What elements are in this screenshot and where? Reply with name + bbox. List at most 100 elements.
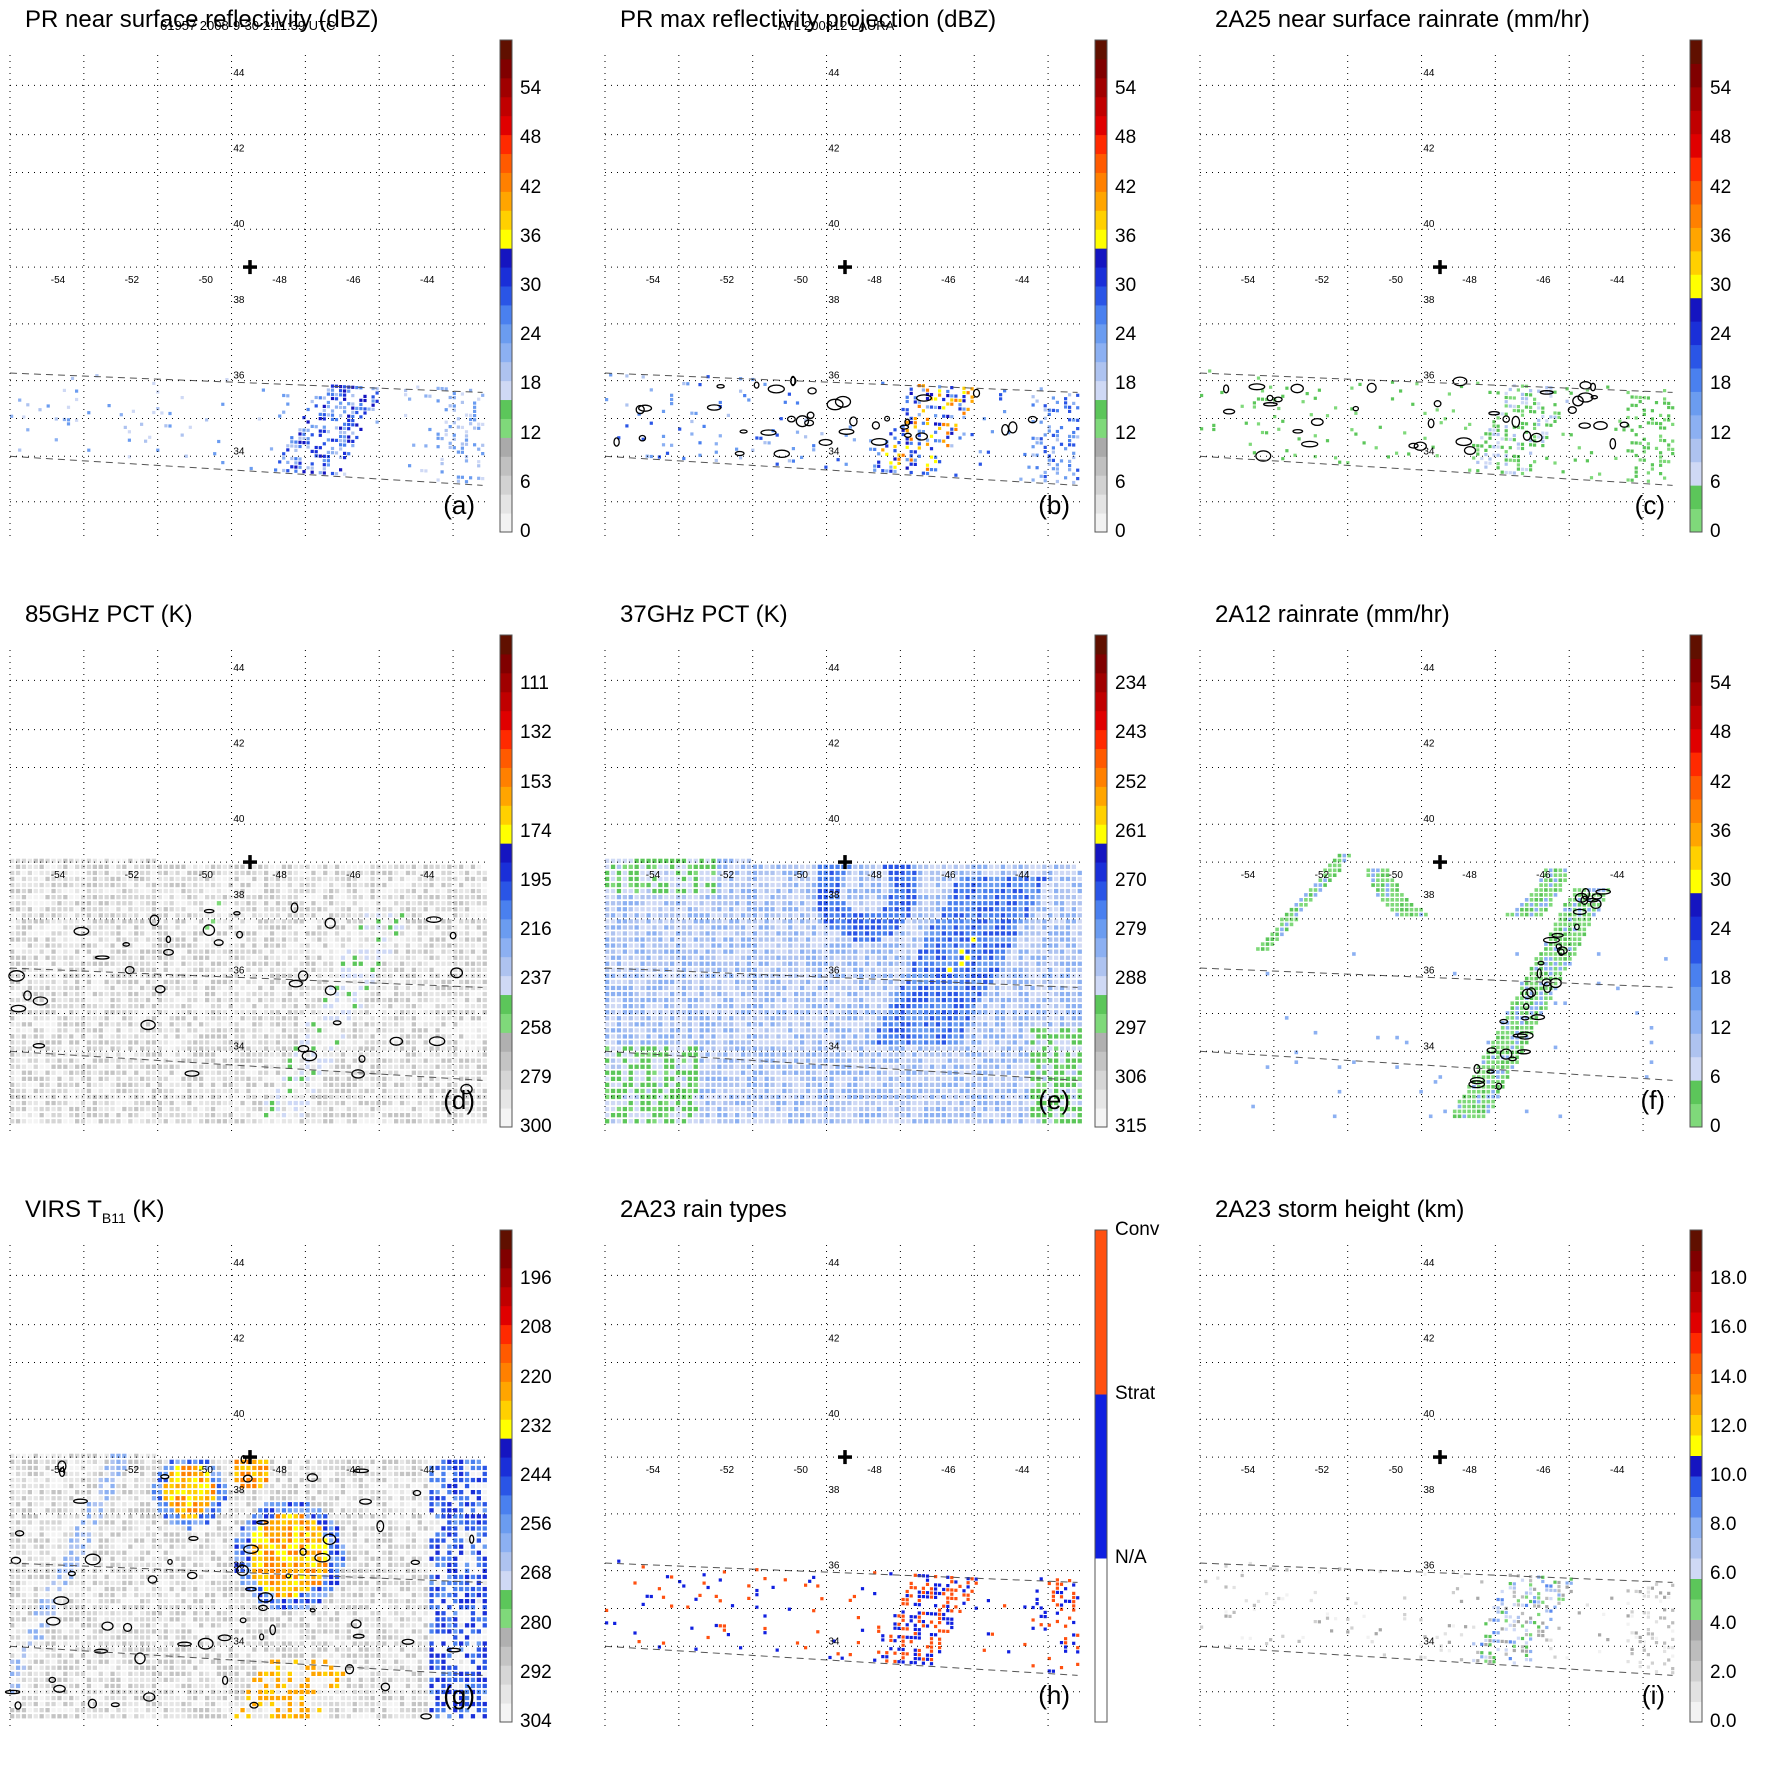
data-cell bbox=[787, 392, 791, 396]
colorbar-segment bbox=[1690, 250, 1702, 275]
data-cell bbox=[216, 1064, 222, 1069]
data-cell bbox=[222, 1004, 227, 1009]
data-cell bbox=[470, 1028, 476, 1033]
data-cell bbox=[1500, 437, 1504, 441]
data-cell bbox=[464, 967, 470, 972]
data-cell bbox=[351, 406, 355, 410]
data-cell bbox=[1549, 415, 1553, 419]
data-cell bbox=[329, 919, 334, 924]
contour-mark bbox=[1579, 381, 1592, 390]
data-cell bbox=[15, 1028, 21, 1033]
data-cell bbox=[228, 1113, 233, 1118]
data-cell bbox=[1068, 434, 1072, 438]
data-cell bbox=[184, 454, 188, 458]
data-cell bbox=[86, 1070, 92, 1075]
data-cell bbox=[39, 1034, 44, 1039]
data-cell bbox=[481, 393, 485, 397]
data-cell bbox=[175, 1113, 180, 1118]
data-cell bbox=[376, 997, 381, 1003]
data-cell bbox=[116, 876, 121, 882]
data-cell bbox=[329, 901, 334, 906]
data-cell bbox=[80, 1082, 86, 1087]
data-cell bbox=[464, 943, 470, 948]
data-cell bbox=[246, 870, 251, 876]
data-cell bbox=[258, 1076, 263, 1081]
data-cell bbox=[51, 876, 56, 882]
data-cell bbox=[181, 1022, 186, 1027]
data-cell bbox=[86, 1010, 92, 1015]
data-cell bbox=[38, 408, 42, 412]
data-cell bbox=[1350, 428, 1354, 432]
data-cell bbox=[287, 961, 292, 966]
data-cell bbox=[39, 870, 44, 876]
contour-mark bbox=[1266, 394, 1274, 402]
data-cell bbox=[326, 405, 330, 409]
data-cell bbox=[1325, 414, 1330, 418]
data-cell bbox=[205, 913, 210, 918]
data-cell bbox=[482, 876, 487, 882]
data-cell bbox=[388, 1052, 393, 1057]
data-cell bbox=[399, 876, 405, 882]
data-cell bbox=[605, 967, 610, 972]
data-cell bbox=[1476, 469, 1480, 473]
contour-mark bbox=[1027, 415, 1038, 424]
data-cell bbox=[1354, 432, 1358, 436]
data-cell bbox=[464, 997, 470, 1003]
data-cell bbox=[718, 434, 722, 438]
data-cell bbox=[75, 967, 80, 972]
data-cell bbox=[376, 1088, 381, 1094]
panel-title: PR near surface reflectivity (dBZ) bbox=[25, 6, 378, 34]
data-cell bbox=[234, 985, 239, 991]
data-cell bbox=[334, 426, 339, 430]
data-cell bbox=[10, 1058, 15, 1063]
panel-label: (c) bbox=[1634, 490, 1665, 520]
data-cell bbox=[339, 405, 343, 409]
data-cell bbox=[45, 858, 50, 863]
data-cell bbox=[388, 1082, 393, 1087]
data-cell bbox=[26, 403, 30, 407]
data-cell bbox=[482, 1119, 487, 1124]
data-cell bbox=[163, 1094, 168, 1100]
colorbar-tick-label: 18 bbox=[1115, 373, 1137, 395]
data-cell bbox=[950, 415, 954, 419]
data-cell bbox=[370, 925, 375, 930]
data-cell bbox=[293, 1064, 298, 1069]
data-cell bbox=[352, 876, 357, 882]
data-cell bbox=[169, 1058, 174, 1063]
data-cell bbox=[1524, 401, 1529, 405]
data-cell bbox=[364, 1088, 369, 1094]
lat-tick-label: 42 bbox=[1423, 144, 1435, 155]
data-cell bbox=[92, 1010, 97, 1015]
data-cell bbox=[460, 446, 464, 450]
data-cell bbox=[222, 1058, 227, 1063]
data-cell bbox=[477, 426, 481, 430]
data-cell bbox=[205, 997, 210, 1003]
data-cell bbox=[175, 870, 180, 876]
data-cell bbox=[246, 919, 251, 924]
data-cell bbox=[605, 943, 610, 948]
data-cell bbox=[364, 1052, 369, 1057]
data-cell bbox=[364, 955, 369, 960]
contour-mark bbox=[838, 428, 855, 435]
data-cell bbox=[169, 991, 174, 997]
data-cell bbox=[293, 985, 298, 991]
data-cell bbox=[417, 1046, 422, 1051]
data-cell bbox=[92, 991, 97, 997]
data-cell bbox=[305, 1016, 310, 1021]
data-cell bbox=[340, 955, 346, 960]
data-cell bbox=[399, 925, 405, 930]
colorbar-segment bbox=[500, 975, 512, 996]
data-cell bbox=[905, 420, 909, 424]
data-cell bbox=[175, 1100, 180, 1106]
data-cell bbox=[187, 1052, 192, 1057]
colorbar bbox=[1094, 39, 1108, 533]
data-cell bbox=[317, 949, 322, 954]
data-cell bbox=[382, 876, 387, 882]
colorbar-tick-label: 12 bbox=[520, 422, 542, 444]
data-cell bbox=[317, 973, 322, 978]
orbit-time-header: 61957 2008-9-30 2:11:39 UTC bbox=[160, 18, 336, 33]
data-cell bbox=[382, 967, 387, 972]
data-cell bbox=[305, 882, 310, 888]
data-cell bbox=[57, 949, 62, 954]
data-cell bbox=[122, 913, 127, 918]
